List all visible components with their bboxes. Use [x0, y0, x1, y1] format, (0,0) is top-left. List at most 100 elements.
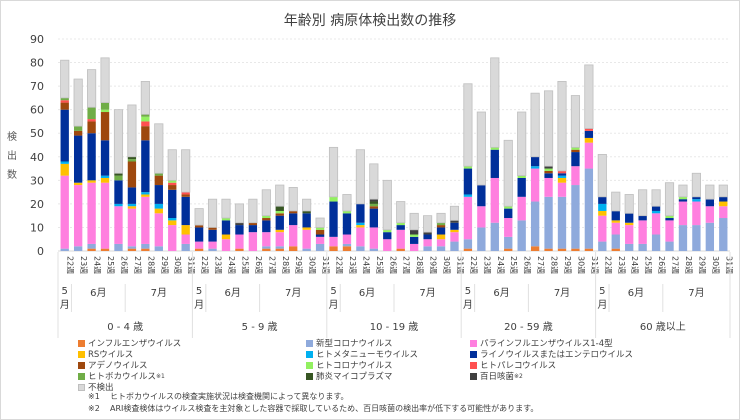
- bar-segment: [302, 227, 311, 230]
- bar-segment: [611, 222, 620, 235]
- x-week-label: 28週: [146, 256, 155, 274]
- bar-segment: [544, 248, 553, 251]
- bar-segment: [154, 173, 163, 176]
- bar-segment: [692, 196, 701, 200]
- bar-segment: [275, 246, 284, 249]
- bar-segment: [302, 198, 312, 212]
- bar-segment: [154, 185, 163, 204]
- bar-segment: [154, 208, 163, 214]
- x-week-label: 26週: [388, 256, 397, 274]
- bar-segment: [719, 206, 728, 219]
- x-week-label: 27週: [133, 256, 142, 274]
- legend-swatch: [470, 350, 477, 358]
- bar-segment: [598, 241, 607, 251]
- bar-segment: [450, 220, 459, 223]
- x-month-label: 7月: [151, 287, 167, 299]
- bar-segment: [436, 225, 446, 228]
- bar-segment: [665, 218, 674, 221]
- bar-segment: [73, 246, 83, 251]
- bar-segment: [342, 246, 352, 251]
- x-week-label: 23週: [214, 256, 223, 274]
- bar-segment: [154, 213, 163, 247]
- y-tick-label: 50: [30, 127, 44, 140]
- bar-segment: [289, 210, 298, 214]
- bar-segment: [114, 173, 123, 176]
- bar-segment: [141, 126, 150, 141]
- legend-label: 不検出: [88, 383, 114, 393]
- bar-segment: [235, 234, 244, 249]
- bar-segment: [235, 222, 244, 226]
- bar-segment: [275, 210, 284, 214]
- bar-segment: [221, 218, 231, 221]
- bar-segment: [396, 225, 405, 230]
- bar-segment: [315, 227, 325, 230]
- legend-swatch: [306, 350, 313, 358]
- bar-segment: [383, 239, 392, 251]
- bar-segment: [678, 225, 688, 251]
- x-week-label: 27週: [671, 256, 680, 274]
- bar-segment: [369, 163, 379, 200]
- x-week-label: 23週: [617, 256, 626, 274]
- x-group-label: 0 - 4 歳: [107, 321, 143, 333]
- x-week-label: 28週: [550, 256, 559, 274]
- x-week-label: 29週: [429, 256, 438, 274]
- bar-segment: [625, 213, 634, 223]
- bar-segment: [463, 239, 473, 249]
- bar-segment: [504, 206, 513, 209]
- x-week-label: 25週: [375, 256, 384, 274]
- bar-segment: [705, 206, 715, 223]
- x-group-label: 20 - 59 歳: [504, 321, 553, 333]
- x-week-label: 27週: [402, 256, 411, 274]
- bar-segment: [275, 213, 284, 216]
- legend-label: 肺炎マイコプラズマ: [316, 372, 393, 382]
- legend-item: 肺炎マイコプラズマ: [306, 370, 392, 382]
- bar-segment: [60, 102, 69, 110]
- x-month-label: 6月: [359, 287, 375, 299]
- x-week-label: 28週: [415, 256, 424, 274]
- bar-segment: [140, 81, 150, 115]
- bar-segment: [477, 206, 486, 228]
- x-week-label: 27週: [267, 256, 276, 274]
- y-axis-label: 検出数: [6, 128, 18, 185]
- bar-segment: [181, 234, 190, 244]
- bar-segment: [141, 121, 150, 127]
- bar-segment: [127, 206, 137, 209]
- bar-segment: [530, 92, 540, 158]
- bar-segment: [262, 246, 271, 249]
- bar-segment: [651, 210, 661, 214]
- legend-footnote-mark: ※2: [514, 372, 523, 380]
- y-axis-label-char: 検: [7, 132, 17, 143]
- y-tick-label: 30: [30, 174, 44, 187]
- bar-segment: [342, 210, 352, 214]
- bar-segment: [87, 180, 96, 183]
- bar-segment: [557, 170, 567, 174]
- bar-segment: [289, 213, 298, 226]
- bar-segment: [73, 126, 83, 131]
- bar-segment: [530, 246, 540, 251]
- bar-segment: [423, 215, 433, 233]
- bar-segment: [557, 81, 567, 172]
- x-week-label: 23週: [348, 256, 357, 274]
- bar-segment: [369, 208, 379, 228]
- x-month-label: 6月: [628, 287, 644, 299]
- bar-segment: [517, 177, 526, 197]
- bar-segment: [87, 119, 96, 122]
- bar-segment: [262, 220, 271, 233]
- legend-item: パラインフルエンザウイルス1-4型: [470, 337, 613, 349]
- legend-swatch: [78, 383, 85, 391]
- bar-segment: [141, 243, 150, 249]
- bar-segment: [530, 166, 540, 169]
- bar-segment: [168, 220, 177, 226]
- x-month-label: 7月: [285, 287, 301, 299]
- bar-segment: [625, 243, 634, 251]
- bar-segment: [544, 166, 553, 169]
- footnote-1: ※1 ヒトボカウイルスの検査実施状況は検査機関によって異なります。: [88, 391, 538, 403]
- bar-segment: [127, 246, 137, 249]
- bar-segment: [60, 248, 69, 251]
- bar-segment: [221, 198, 231, 219]
- bar-segment: [597, 154, 607, 198]
- bar-segment: [275, 215, 284, 230]
- x-week-label: 30週: [173, 256, 182, 274]
- bar-segment: [463, 83, 473, 167]
- x-week-label: 26週: [254, 256, 263, 274]
